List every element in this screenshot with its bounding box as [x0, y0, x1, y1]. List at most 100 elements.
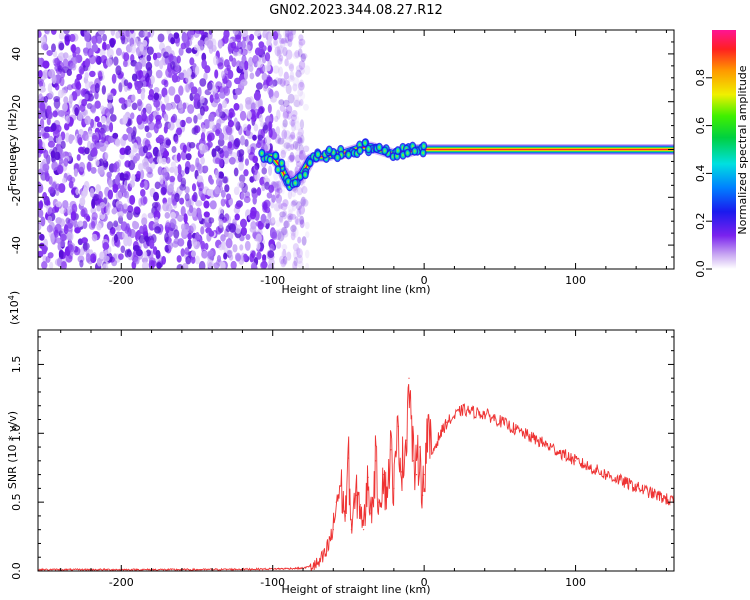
heatmap-cell — [282, 199, 289, 207]
heatmap-cell — [225, 193, 232, 201]
snr-data-point — [431, 453, 433, 455]
heatmap-cell — [298, 38, 306, 46]
snr-data-point — [367, 476, 369, 478]
snr-data-point — [400, 471, 403, 473]
heatmap-cell — [123, 190, 129, 199]
heatmap-cell — [283, 130, 291, 140]
heatmap-cell — [127, 118, 133, 126]
heatmap-cell — [269, 80, 276, 88]
heatmap-cell — [277, 77, 283, 85]
heatmap-cell — [115, 31, 120, 39]
heatmap-cell — [287, 30, 295, 37]
heatmap-cell — [170, 115, 176, 124]
heatmap-cell — [138, 30, 146, 38]
heatmap-cell — [140, 90, 145, 101]
heatmap-cell — [52, 110, 58, 118]
heatmap-cell — [43, 132, 50, 139]
heatmap-cell — [257, 134, 263, 141]
heatmap-cell — [282, 255, 288, 265]
heatmap-cell — [262, 124, 269, 134]
heatmap-cell — [165, 67, 173, 78]
heatmap-cell — [161, 103, 166, 113]
heatmap-cell — [243, 70, 249, 80]
heatmap-cell — [197, 212, 203, 222]
heatmap-cell — [96, 257, 102, 267]
heatmap-cell — [292, 243, 299, 252]
heatmap-cell — [293, 249, 299, 260]
snr-data-point — [335, 501, 337, 503]
heatmap-cell — [287, 38, 293, 48]
heatmap-cell — [96, 121, 103, 128]
heatmap-cell — [164, 212, 171, 219]
heatmap-cell — [54, 151, 61, 161]
heatmap-cell — [200, 132, 206, 142]
heatmap-cell — [271, 216, 276, 224]
heatmap-cell — [47, 207, 54, 217]
heatmap-cell — [240, 79, 248, 87]
heatmap-cell — [141, 70, 148, 79]
heatmap-cell — [286, 110, 292, 120]
heatmap-cell — [75, 188, 80, 196]
heatmap-cell — [46, 50, 53, 57]
heatmap-cell — [78, 128, 84, 136]
heatmap-cell — [290, 225, 297, 233]
heatmap-cell — [163, 125, 168, 134]
heatmap-cell — [261, 72, 268, 81]
snr-panel: -200 -100 0 100 0.0 0.5 1.0 1.5 Height of stra… — [6, 291, 675, 596]
snr-data-point — [419, 446, 421, 448]
heatmap-cell — [288, 154, 296, 161]
snr-data-point — [468, 410, 471, 412]
heatmap-cell — [277, 57, 283, 65]
heatmap-cell — [156, 156, 163, 164]
heatmap-cell — [185, 153, 192, 161]
heatmap-cell — [218, 132, 225, 141]
heatmap-cell — [136, 114, 143, 125]
heatmap-cell — [299, 99, 304, 106]
heatmap-cell — [249, 210, 257, 220]
heatmap-cell — [141, 261, 149, 269]
heatmap-cell — [252, 165, 259, 176]
colorbar-tick-label: 0.4 — [694, 165, 707, 183]
heatmap-cell — [296, 254, 303, 265]
x-tick-label: 100 — [565, 576, 586, 589]
heatmap-cell — [55, 201, 62, 208]
y-tick-label: 20 — [10, 95, 23, 109]
heatmap-cell — [147, 212, 154, 219]
heatmap-cell — [267, 103, 272, 114]
heatmap-blob-peak — [378, 145, 381, 149]
heatmap-cell — [154, 121, 163, 129]
heatmap-cell — [217, 62, 224, 70]
heatmap-x-axis-label: Height of straight line (km) — [281, 283, 430, 296]
heatmap-cell — [264, 135, 271, 146]
heatmap-cell — [176, 152, 181, 162]
heatmap-cell — [283, 39, 291, 47]
heatmap-cell — [165, 204, 173, 212]
heatmap-cell — [293, 120, 301, 131]
snr-data-point — [344, 515, 346, 517]
heatmap-cell — [66, 206, 73, 216]
heatmap-cell — [176, 55, 181, 64]
heatmap-cell — [208, 217, 215, 224]
heatmap-cell — [296, 208, 302, 218]
heatmap-cell — [284, 33, 290, 44]
heatmap-cell — [281, 129, 288, 140]
heatmap-blob-peak — [358, 149, 361, 152]
heatmap-cell — [105, 58, 113, 67]
heatmap-cell — [89, 187, 95, 198]
heatmap-cell — [282, 46, 288, 57]
heatmap-cell — [256, 251, 262, 260]
heatmap-cell — [228, 55, 234, 62]
heatmap-cell — [49, 261, 54, 269]
heatmap-cell — [77, 112, 83, 122]
heatmap-cell — [176, 264, 184, 269]
heatmap-cell — [291, 223, 297, 231]
heatmap-cell — [123, 79, 129, 87]
heatmap-cell — [157, 134, 165, 144]
heatmap-cell — [91, 43, 99, 53]
heatmap-cell — [170, 161, 176, 169]
heatmap-cell — [276, 109, 281, 120]
heatmap-cell — [273, 90, 280, 99]
heatmap-cell — [276, 241, 282, 249]
heatmap-cell — [77, 146, 85, 154]
